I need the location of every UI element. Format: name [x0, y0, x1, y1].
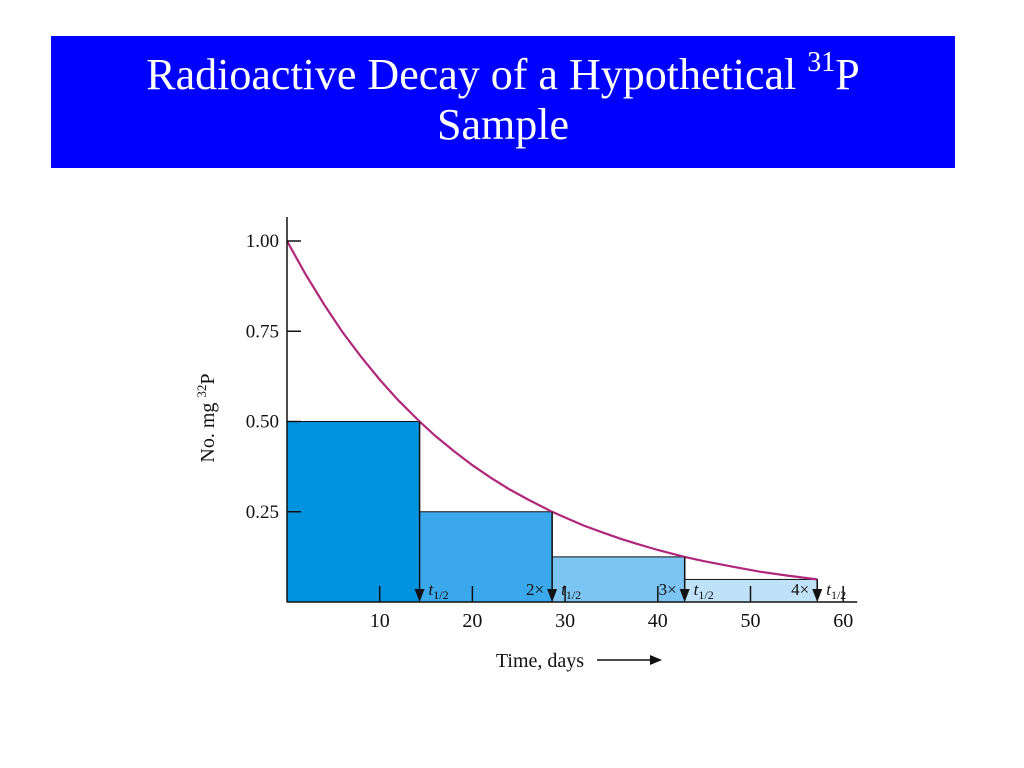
- x-tick-label: 10: [370, 610, 390, 632]
- half-life-multiplier: 2×: [526, 580, 544, 599]
- y-tick-label: 0.75: [246, 321, 279, 342]
- slide-title-banner: Radioactive Decay of a Hypothetical 31P …: [51, 36, 955, 168]
- half-life-multiplier: 4×: [791, 580, 809, 599]
- decay-curve: [286, 240, 818, 581]
- half-life-subscript: 1/2: [698, 588, 713, 602]
- y-tick-label: 0.25: [246, 502, 279, 523]
- chart-background: [178, 212, 864, 680]
- x-tick-label: 30: [555, 610, 575, 632]
- half-life-arrowhead: [547, 589, 558, 602]
- y-tick-label: 1.00: [246, 231, 279, 252]
- slide-title-line1: Radioactive Decay of a Hypothetical 31P: [51, 47, 955, 100]
- step-bar-1: [286, 421, 421, 603]
- slide-title-superscript: 31: [807, 47, 836, 78]
- half-life-arrowhead: [679, 589, 690, 602]
- y-axis-label-element: P: [197, 373, 219, 384]
- y-tick-label: 0.50: [246, 412, 279, 433]
- y-axis-label: No. mg 32P: [194, 373, 219, 462]
- y-axis-label-prefix: No. mg: [197, 398, 219, 463]
- slide-title-main: Radioactive Decay of a Hypothetical: [146, 50, 808, 99]
- slide-title-line2: Sample: [437, 100, 569, 149]
- half-life-multiplier: 3×: [659, 580, 677, 599]
- x-axis-label: Time, days: [496, 650, 584, 672]
- half-life-subscript: 1/2: [566, 588, 581, 602]
- half-life-subscript: 1/2: [831, 588, 846, 602]
- y-axis-label-sup: 32: [194, 385, 209, 398]
- x-tick-label: 40: [648, 610, 668, 632]
- decay-curve-group: [286, 240, 818, 581]
- x-tick-label: 50: [741, 610, 761, 632]
- slide-title-element: P: [835, 50, 860, 99]
- step-bar-3: [551, 556, 686, 603]
- x-tick-label: 20: [462, 610, 482, 632]
- half-life-arrowhead: [812, 589, 823, 602]
- half-life-subscript: 1/2: [433, 588, 448, 602]
- x-tick-label: 60: [833, 610, 853, 632]
- axes: 0.25 0.50 0.75 1.00 10 20 30 40 50 60: [246, 216, 858, 632]
- x-axis-arrow: [597, 655, 662, 665]
- half-life-arrowhead: [414, 589, 425, 602]
